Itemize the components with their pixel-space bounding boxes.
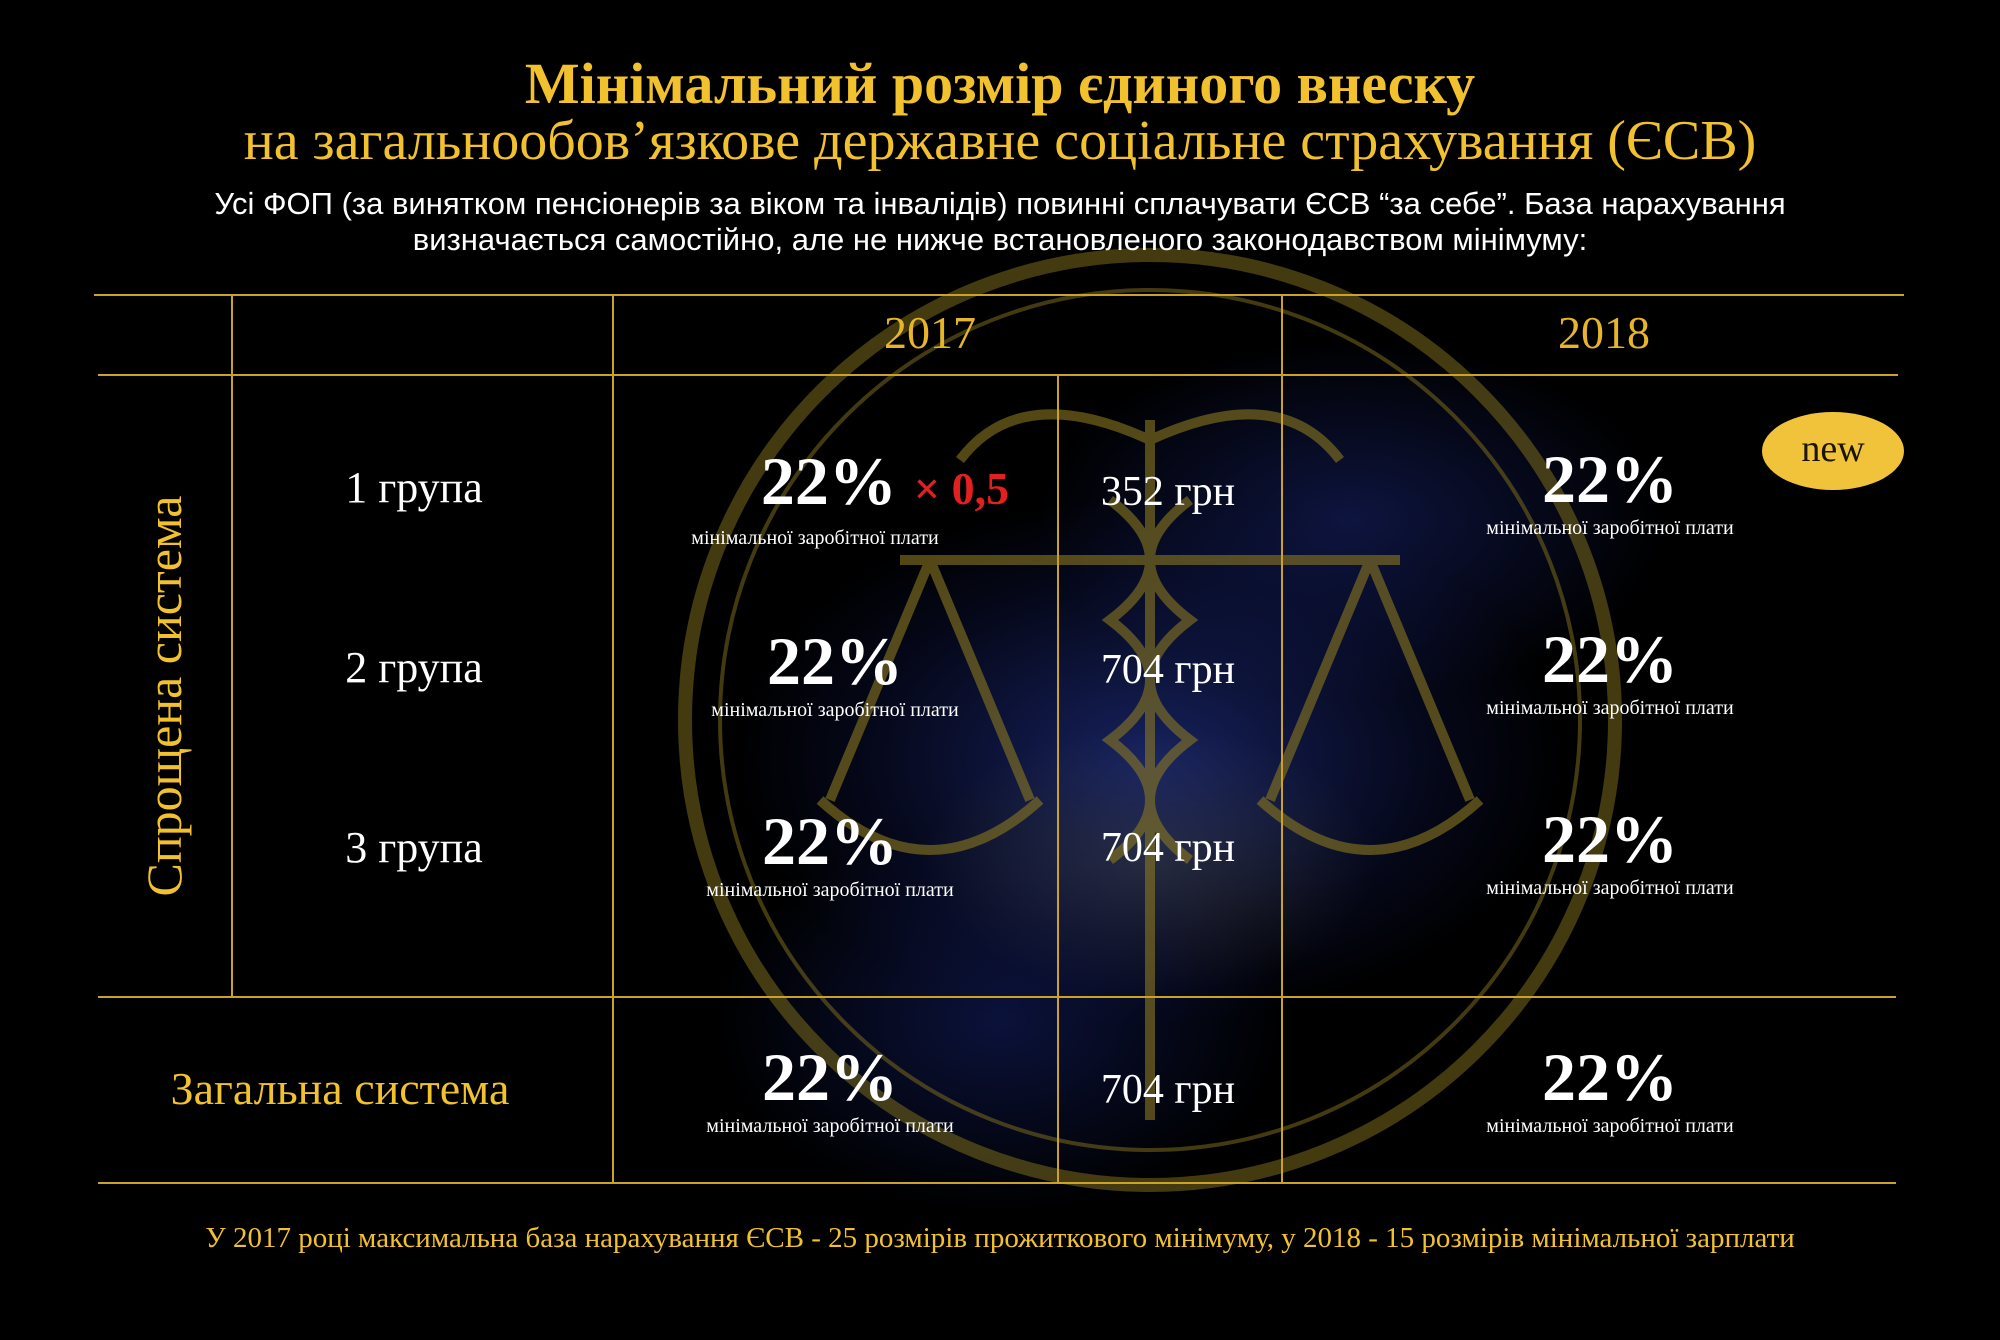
- group-1-label: 1 група: [345, 463, 483, 512]
- rate-multiplier: × 0,5: [913, 463, 1010, 514]
- rate-percent: 22%: [762, 803, 898, 879]
- group-2-2017-rate: 22% мінімальної заробітної плати: [640, 624, 1030, 722]
- rate-percent: 22%: [760, 443, 897, 519]
- group-2-2017-amount: 704 грн: [1100, 647, 1236, 693]
- table-bottom-rule: [98, 1182, 1896, 1184]
- general-2018-rate: 22% мінімальної заробітної плати: [1420, 1040, 1800, 1138]
- rate-percent: 22%: [1542, 1039, 1678, 1115]
- group-1-2018-rate: 22% мінімальної заробітної плати: [1420, 442, 1800, 540]
- rate-caption: мінімальної заробітної плати: [711, 699, 959, 721]
- simplified-system-label: Спрощена система: [136, 495, 192, 897]
- general-system-label: Загальна система: [170, 1063, 510, 1114]
- group-2-label: 2 група: [345, 643, 483, 692]
- header-bottom-rule: [98, 374, 1898, 376]
- page-subtitle: на загальнообов’язкове державне соціальн…: [243, 110, 1757, 172]
- intro-line-2: визначається самостійно, але не нижче вс…: [412, 222, 1588, 257]
- rate-caption: мінімальної заробітної плати: [706, 1115, 954, 1137]
- rate-value: 22% × 0,5: [640, 444, 1060, 526]
- divider-2018-column: [1281, 296, 1283, 1182]
- rate-percent: 22%: [762, 1039, 898, 1115]
- group-1-2017-rate: 22% × 0,5 мінімальної заробітної плати: [640, 444, 1060, 550]
- group-1-2017-amount: 352 грн: [1100, 469, 1236, 515]
- group-3-2017-amount: 704 грн: [1100, 825, 1236, 871]
- footer-note: У 2017 році максимальна база нарахування…: [205, 1222, 1795, 1254]
- table-top-rule: [94, 294, 1904, 296]
- page-title: Мінімальний розмір єдиного внеску: [524, 51, 1476, 116]
- simplified-bottom-rule: [98, 996, 1896, 998]
- divider-2017-column: [612, 296, 614, 1182]
- rate-caption: мінімальної заробітної плати: [1486, 1115, 1734, 1137]
- new-badge: new: [1762, 412, 1904, 490]
- group-2-2018-rate: 22% мінімальної заробітної плати: [1420, 622, 1800, 720]
- rate-percent: 22%: [1542, 441, 1678, 517]
- rate-caption: мінімальної заробітної плати: [1486, 697, 1734, 719]
- rate-caption: мінімальної заробітної плати: [1486, 517, 1734, 539]
- intro-line-1: Усі ФОП (за винятком пенсіонерів за віко…: [214, 186, 1786, 221]
- year-2018-header: 2018: [1558, 307, 1650, 358]
- rate-caption: мінімальної заробітної плати: [691, 527, 939, 549]
- intro-text: Усі ФОП (за винятком пенсіонерів за віко…: [60, 186, 1940, 258]
- year-2017-header: 2017: [884, 307, 976, 358]
- rate-percent: 22%: [767, 623, 903, 699]
- rate-caption: мінімальної заробітної плати: [1486, 877, 1734, 899]
- divider-label-column: [231, 296, 233, 996]
- group-3-label: 3 група: [345, 823, 483, 872]
- divider-2017-amount: [1057, 376, 1059, 1182]
- rate-percent: 22%: [1542, 801, 1678, 877]
- group-3-2018-rate: 22% мінімальної заробітної плати: [1420, 802, 1800, 900]
- group-3-2017-rate: 22% мінімальної заробітної плати: [640, 804, 1020, 902]
- rate-caption: мінімальної заробітної плати: [706, 879, 954, 901]
- general-2017-rate: 22% мінімальної заробітної плати: [640, 1040, 1020, 1138]
- general-2017-amount: 704 грн: [1100, 1067, 1236, 1113]
- rate-percent: 22%: [1542, 621, 1678, 697]
